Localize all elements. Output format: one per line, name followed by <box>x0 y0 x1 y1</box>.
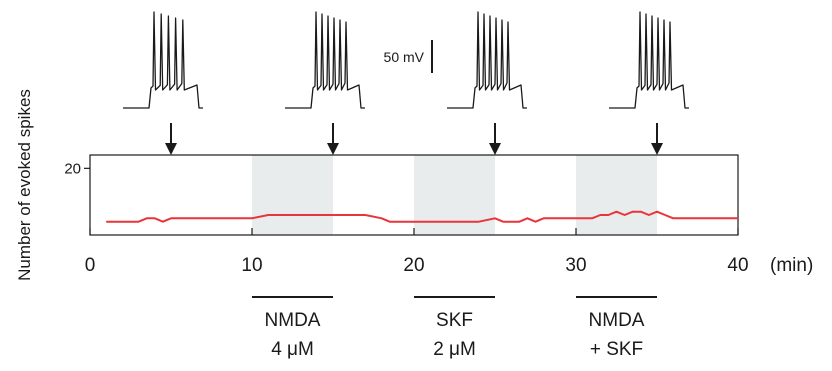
voltage-traces <box>123 11 689 109</box>
x-axis-ticks: 0 10 20 30 40 <box>85 228 749 276</box>
sample-arrow-head <box>165 143 177 155</box>
shaded-period <box>252 155 333 235</box>
x-axis-unit-label: (min) <box>770 255 813 276</box>
voltage-trace <box>609 11 689 109</box>
x-tick-label: 10 <box>241 255 262 276</box>
scale-bar-label: 50 mV <box>384 49 425 65</box>
x-tick-label: 40 <box>727 255 748 276</box>
voltage-trace <box>285 11 365 109</box>
sample-arrow-head <box>651 143 663 155</box>
x-tick-label: 20 <box>403 255 424 276</box>
y-tick-label: 20 <box>64 160 81 177</box>
x-tick-label: 0 <box>85 255 96 276</box>
scale-bar: 50 mV <box>384 40 433 73</box>
series-line <box>106 210 738 223</box>
treatment-annotations: NMDA 4 μM SKF 2 μM NMDA + SKF <box>252 296 657 360</box>
x-tick-label: 30 <box>565 255 586 276</box>
shaded-period <box>414 155 495 235</box>
sample-arrows <box>165 123 663 155</box>
treatment-label-line1: SKF <box>436 310 473 331</box>
treatment-label-line1: NMDA <box>589 310 645 331</box>
sample-arrow-head <box>327 143 339 155</box>
treatment-label-line1: NMDA <box>265 310 321 331</box>
y-axis-label: Number of evoked spikes <box>15 89 34 281</box>
y-axis-ticks: 20 <box>64 160 90 177</box>
treatment-label-line2: + SKF <box>590 339 643 360</box>
voltage-trace <box>447 11 527 109</box>
treatment-label-line2: 2 μM <box>433 339 476 360</box>
voltage-trace <box>123 11 203 109</box>
sample-arrow-head <box>489 143 501 155</box>
treatment-label-line2: 4 μM <box>271 339 314 360</box>
treatment-shading <box>252 155 657 235</box>
shaded-period <box>576 155 657 235</box>
